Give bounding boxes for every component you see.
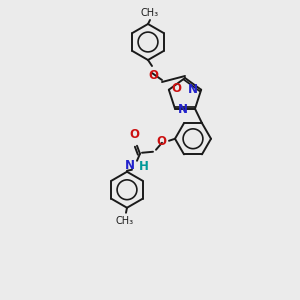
Text: O: O bbox=[129, 128, 139, 141]
Text: N: N bbox=[188, 83, 198, 96]
Text: H: H bbox=[139, 160, 149, 173]
Text: CH₃: CH₃ bbox=[116, 216, 134, 226]
Text: O: O bbox=[172, 82, 182, 95]
Text: N: N bbox=[178, 103, 188, 116]
Text: O: O bbox=[156, 135, 166, 148]
Text: O: O bbox=[148, 69, 158, 82]
Text: CH₃: CH₃ bbox=[141, 8, 159, 18]
Text: N: N bbox=[125, 159, 135, 172]
